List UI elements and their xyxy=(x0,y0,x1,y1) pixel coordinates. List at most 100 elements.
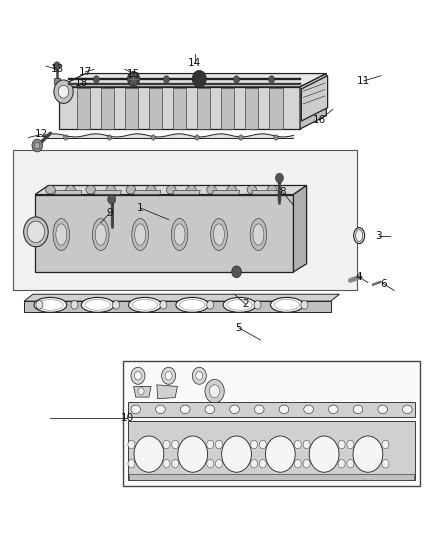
Polygon shape xyxy=(221,88,234,129)
Polygon shape xyxy=(68,78,301,80)
Ellipse shape xyxy=(176,297,209,312)
Text: 1: 1 xyxy=(137,203,144,213)
Polygon shape xyxy=(300,74,326,129)
Text: 10: 10 xyxy=(120,414,134,423)
Circle shape xyxy=(160,301,167,309)
Ellipse shape xyxy=(34,297,67,312)
Circle shape xyxy=(54,80,73,103)
Polygon shape xyxy=(149,88,162,129)
Ellipse shape xyxy=(66,185,75,194)
Polygon shape xyxy=(35,185,307,195)
Ellipse shape xyxy=(86,185,95,194)
Circle shape xyxy=(128,76,134,83)
Circle shape xyxy=(35,142,40,149)
Ellipse shape xyxy=(129,297,162,312)
Circle shape xyxy=(131,367,145,384)
Circle shape xyxy=(294,440,301,449)
Circle shape xyxy=(207,440,214,449)
Ellipse shape xyxy=(146,185,156,194)
Ellipse shape xyxy=(38,300,63,310)
Circle shape xyxy=(195,135,199,140)
Ellipse shape xyxy=(267,185,277,194)
Circle shape xyxy=(196,372,203,380)
Circle shape xyxy=(172,440,179,449)
Circle shape xyxy=(151,135,155,140)
Circle shape xyxy=(198,76,205,83)
Circle shape xyxy=(192,70,206,87)
Ellipse shape xyxy=(171,219,188,251)
Circle shape xyxy=(138,387,144,395)
Ellipse shape xyxy=(353,436,383,472)
Circle shape xyxy=(107,135,112,140)
Polygon shape xyxy=(35,195,293,272)
Bar xyxy=(128,421,415,480)
Ellipse shape xyxy=(265,436,295,472)
Ellipse shape xyxy=(254,405,264,414)
Text: 13: 13 xyxy=(50,64,64,74)
Polygon shape xyxy=(24,301,331,312)
Circle shape xyxy=(163,440,170,449)
Ellipse shape xyxy=(247,185,257,194)
Text: 12: 12 xyxy=(35,130,48,139)
Polygon shape xyxy=(94,190,121,195)
Circle shape xyxy=(108,195,116,204)
Polygon shape xyxy=(68,83,301,85)
Ellipse shape xyxy=(253,224,264,245)
Ellipse shape xyxy=(274,300,300,310)
Ellipse shape xyxy=(46,185,55,194)
Circle shape xyxy=(233,76,240,83)
Ellipse shape xyxy=(205,405,215,414)
Polygon shape xyxy=(157,385,177,399)
Ellipse shape xyxy=(227,185,237,194)
Circle shape xyxy=(276,173,283,183)
Ellipse shape xyxy=(378,405,388,414)
Circle shape xyxy=(64,135,68,140)
Polygon shape xyxy=(252,190,279,195)
Ellipse shape xyxy=(180,405,190,414)
Polygon shape xyxy=(173,88,186,129)
Circle shape xyxy=(163,459,170,468)
Circle shape xyxy=(268,76,275,83)
Text: 2: 2 xyxy=(242,299,249,309)
Ellipse shape xyxy=(131,405,141,414)
Circle shape xyxy=(207,459,214,468)
Polygon shape xyxy=(13,150,357,290)
Circle shape xyxy=(113,301,120,309)
Bar xyxy=(128,402,415,417)
Polygon shape xyxy=(101,88,114,129)
Circle shape xyxy=(36,301,43,309)
Polygon shape xyxy=(59,74,326,87)
Circle shape xyxy=(382,440,389,449)
Text: 15: 15 xyxy=(127,69,140,78)
Polygon shape xyxy=(125,88,138,129)
Circle shape xyxy=(24,217,48,247)
Bar xyxy=(54,78,60,84)
Ellipse shape xyxy=(132,219,148,251)
Circle shape xyxy=(338,440,345,449)
Ellipse shape xyxy=(207,185,216,194)
Circle shape xyxy=(294,459,301,468)
Circle shape xyxy=(347,440,354,449)
Text: 11: 11 xyxy=(357,76,370,86)
Bar xyxy=(129,474,414,480)
Ellipse shape xyxy=(53,219,70,251)
Ellipse shape xyxy=(403,405,412,414)
Ellipse shape xyxy=(126,185,136,194)
Polygon shape xyxy=(197,88,210,129)
Ellipse shape xyxy=(223,297,256,312)
Ellipse shape xyxy=(135,224,145,245)
Ellipse shape xyxy=(187,185,196,194)
Circle shape xyxy=(71,301,78,309)
Ellipse shape xyxy=(132,300,158,310)
Ellipse shape xyxy=(230,405,239,414)
Circle shape xyxy=(215,459,223,468)
Text: 6: 6 xyxy=(380,279,387,288)
Circle shape xyxy=(251,459,258,468)
Circle shape xyxy=(128,459,135,468)
Ellipse shape xyxy=(279,405,289,414)
Ellipse shape xyxy=(85,300,110,310)
Polygon shape xyxy=(59,87,300,129)
Circle shape xyxy=(259,440,266,449)
Ellipse shape xyxy=(222,436,251,472)
Ellipse shape xyxy=(356,230,363,241)
